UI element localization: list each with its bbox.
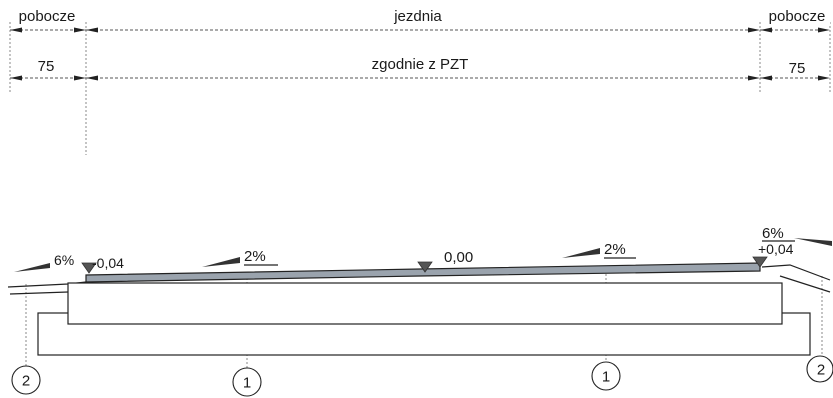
right-lane-slope-label: 2% [604, 241, 626, 258]
callout-label-right-1: 1 [602, 369, 610, 386]
arrow-1c [748, 27, 760, 33]
arrow-1a [74, 27, 86, 33]
callout-circle-right-2 [806, 355, 833, 383]
arrow-left-2 [10, 75, 22, 81]
right-shoulder-width: 75 [789, 60, 806, 77]
wearing-course [85, 262, 761, 283]
carriageway-label: jezdnia [393, 8, 442, 25]
arrow-2a [74, 75, 86, 81]
left-lane-slope-wedge [202, 257, 240, 267]
axis-level-label: 0,00 [444, 249, 473, 266]
left-shoulder-slope-wedge [14, 263, 50, 272]
callout-circle-left-2 [11, 365, 41, 395]
left-level-marker [81, 262, 97, 274]
arrow-left-1 [10, 27, 22, 33]
dimension-block: pobocze jezdnia pobocze 75 zgodnie z PZT… [9, 8, 831, 155]
left-shoulder-width: 75 [38, 58, 55, 75]
callout-label-left-1: 1 [243, 375, 251, 392]
arrow-2b [86, 75, 98, 81]
carriageway-width: zgodnie z PZT [372, 56, 469, 73]
arrow-1d [760, 27, 772, 33]
left-lane-slope-label: 2% [244, 248, 266, 265]
left-shoulder-slope-label: 6% [54, 252, 74, 268]
cross-section: 6% -0,04 2% 0,00 2% 6% +0,04 [7, 225, 832, 368]
left-edge-level-label: -0,04 [92, 255, 124, 271]
arrow-2c [748, 75, 760, 81]
right-shoulder-slope-label: 6% [762, 225, 784, 242]
right-edge-level-label: +0,04 [758, 241, 794, 257]
callout-label-right-2: 2 [817, 362, 825, 379]
right-shoulder-label: pobocze [769, 8, 826, 25]
arrow-2d [760, 75, 772, 81]
callout-circle-left-1 [232, 367, 262, 397]
right-lane-slope-wedge [562, 248, 600, 258]
left-shoulder-bottom-line [9, 291, 69, 295]
callouts: 2 1 1 2 [11, 355, 833, 397]
subbase-layer [67, 282, 783, 325]
right-level-marker [752, 256, 768, 268]
arrow-right-1 [818, 27, 830, 33]
right-shoulder-bottom-line [779, 275, 831, 293]
callout-label-left-2: 2 [22, 373, 30, 390]
left-shoulder-label: pobocze [19, 8, 76, 25]
arrow-1b [86, 27, 98, 33]
arrow-right-2 [818, 75, 830, 81]
callout-circle-right-1 [591, 361, 621, 391]
right-shoulder-top-line [761, 264, 831, 281]
right-shoulder-slope-wedge [794, 238, 832, 246]
axis-level-marker [417, 261, 433, 273]
